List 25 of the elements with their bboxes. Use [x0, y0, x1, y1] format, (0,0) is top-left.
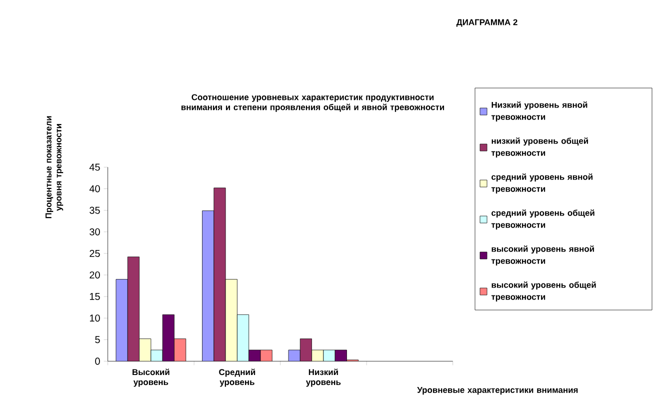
- y-tick-label: 5: [95, 336, 100, 344]
- x-axis-title: Уровневые характеристики внимания: [417, 387, 578, 395]
- y-tick-label: 0: [95, 358, 100, 365]
- x-tick-label: Высокий уровень: [132, 368, 170, 387]
- legend-label: низкий уровень общей тревожности: [491, 137, 588, 158]
- y-tick-label: 10: [90, 314, 100, 322]
- legend-label: Низкий уровень явной тревожности: [491, 101, 588, 122]
- y-tick-label: 35: [90, 206, 100, 214]
- x-tick-label: Низкий уровень: [306, 368, 341, 387]
- chart-title: Соотношение уровневых характеристик продуктивности внимания и степени проявления общей и явной тревожности: [181, 94, 444, 112]
- x-tick-label: Средний уровень: [219, 368, 256, 387]
- text: ДИАГРАММА 2: [456, 19, 518, 27]
- legend-label: средний уровень явной тревожности: [491, 173, 592, 194]
- y-tick-label: 30: [90, 228, 100, 236]
- legend-label: средний уровень общей тревожности: [491, 209, 594, 230]
- bar: [202, 210, 214, 362]
- y-tick-label: 40: [89, 185, 100, 192]
- y-tick-label: 15: [90, 293, 100, 300]
- bar: [116, 279, 128, 362]
- legend-label: высокий уровень явной тревожности: [491, 245, 594, 266]
- y-axis-title: Процентные показатели уровня тревожности: [46, 116, 64, 218]
- y-tick-label: 45: [89, 164, 100, 171]
- y-tick-label: 25: [90, 250, 100, 257]
- y-tick-label: 20: [90, 271, 100, 278]
- legend-label: высокий уровень общей тревожности: [491, 281, 596, 302]
